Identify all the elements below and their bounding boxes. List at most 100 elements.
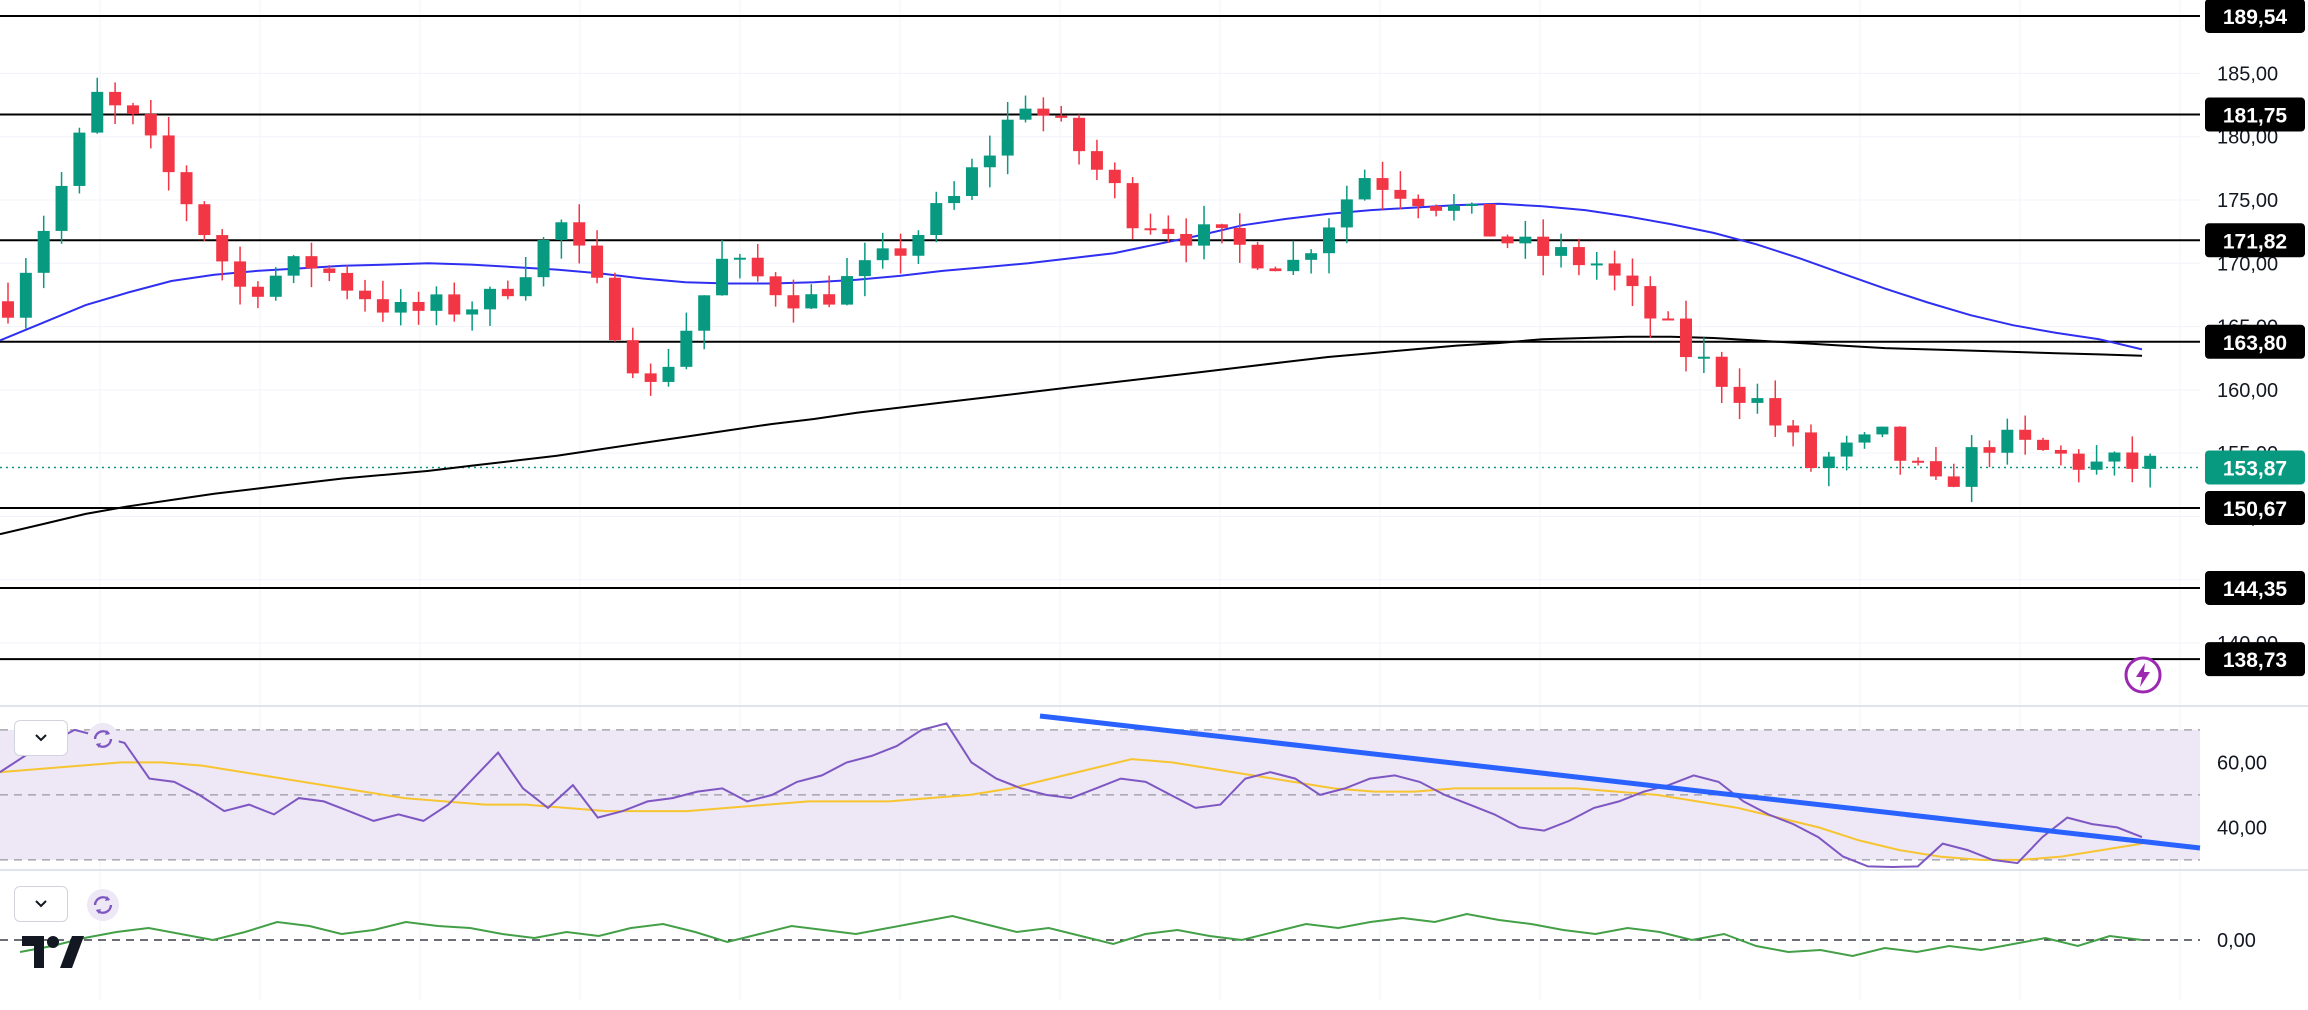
candle[interactable] [109,82,122,125]
candle-body[interactable] [1412,198,1425,207]
candle-body[interactable] [287,256,300,276]
candle-body[interactable] [1680,318,1693,358]
candle-body[interactable] [1876,426,1889,435]
candle-body[interactable] [55,185,68,231]
candle[interactable] [269,267,282,301]
candle[interactable] [2019,415,2032,455]
candle-body[interactable] [1001,119,1014,156]
candle-body[interactable] [341,272,354,291]
candle[interactable] [2001,418,2014,465]
candle[interactable] [519,257,532,301]
candle[interactable] [1787,420,1800,447]
candle[interactable] [680,312,693,370]
candle-body[interactable] [680,330,693,367]
candle[interactable] [1144,213,1157,235]
candle[interactable] [466,301,479,331]
candle-body[interactable] [2144,455,2157,469]
candle[interactable] [1537,219,1550,276]
candle[interactable] [126,102,139,125]
candle-body[interactable] [1572,247,1585,266]
candle-body[interactable] [1305,253,1318,260]
oscillator-collapse-button[interactable] [14,886,68,922]
candle-body[interactable] [1090,151,1103,170]
candle[interactable] [1037,97,1050,132]
candle-body[interactable] [251,286,264,297]
candle-body[interactable] [1055,115,1068,118]
candle[interactable] [1340,185,1353,244]
candle-body[interactable] [894,248,907,256]
candle[interactable] [787,279,800,323]
candle-body[interactable] [519,277,532,297]
candle-body[interactable] [1608,263,1621,276]
candle-body[interactable] [1840,442,1853,457]
candle[interactable] [698,295,711,350]
candle[interactable] [876,232,889,269]
candle-body[interactable] [573,222,586,246]
candle-body[interactable] [305,256,318,269]
candle[interactable] [91,77,104,134]
candle[interactable] [1555,233,1568,268]
candle[interactable] [716,240,729,296]
candle-body[interactable] [1287,259,1300,272]
candle-body[interactable] [1233,227,1246,245]
candle[interactable] [555,219,568,259]
candle[interactable] [1394,171,1407,210]
candle[interactable] [662,348,675,387]
candle[interactable] [483,286,496,326]
candle-body[interactable] [1108,169,1121,184]
candle-body[interactable] [858,260,871,277]
candle[interactable] [608,272,621,342]
candle[interactable] [55,172,68,244]
candle[interactable] [162,116,175,191]
candle[interactable] [1019,95,1032,123]
tradingview-logo[interactable] [20,932,84,972]
candle[interactable] [894,233,907,274]
candle-body[interactable] [1555,247,1568,256]
candle[interactable] [948,181,961,210]
candle[interactable] [983,135,996,188]
candle-body[interactable] [698,295,711,331]
candle-body[interactable] [1215,224,1228,228]
candle-body[interactable] [1947,476,1960,487]
candle-body[interactable] [1537,236,1550,256]
candle[interactable] [198,201,211,242]
candle[interactable] [858,242,871,297]
candle-body[interactable] [912,234,925,256]
candle[interactable] [1233,213,1246,263]
candle[interactable] [1055,105,1068,122]
candle-body[interactable] [483,288,496,310]
candle[interactable] [1572,238,1585,276]
candle-body[interactable] [1269,268,1282,272]
candle[interactable] [1501,234,1514,249]
candle-body[interactable] [1126,183,1139,229]
candle[interactable] [1644,276,1657,338]
candle[interactable] [841,258,854,306]
candle[interactable] [430,286,443,326]
candle-body[interactable] [198,204,211,236]
candle-body[interactable] [2001,429,2014,453]
candle[interactable] [733,253,746,279]
candle[interactable] [1626,258,1639,307]
candle-body[interactable] [2,301,14,318]
candle-body[interactable] [1626,275,1639,287]
candle[interactable] [573,204,586,264]
candle-body[interactable] [2019,429,2032,440]
candle[interactable] [1876,426,1889,438]
candle-body[interactable] [180,172,193,205]
candle[interactable] [19,258,32,329]
candle[interactable] [1430,204,1443,217]
candle-body[interactable] [1822,456,1835,468]
candle[interactable] [2090,445,2103,475]
candle[interactable] [1590,251,1603,280]
candle[interactable] [1358,169,1371,201]
candle[interactable] [1162,215,1175,243]
candle-body[interactable] [1162,228,1175,235]
candle[interactable] [305,242,318,288]
candle-body[interactable] [1144,228,1157,231]
candle[interactable] [912,230,925,264]
candle[interactable] [1608,250,1621,291]
candle-body[interactable] [1019,108,1032,120]
candle[interactable] [1983,440,1996,468]
candle-body[interactable] [37,230,50,273]
candle[interactable] [1269,266,1282,272]
